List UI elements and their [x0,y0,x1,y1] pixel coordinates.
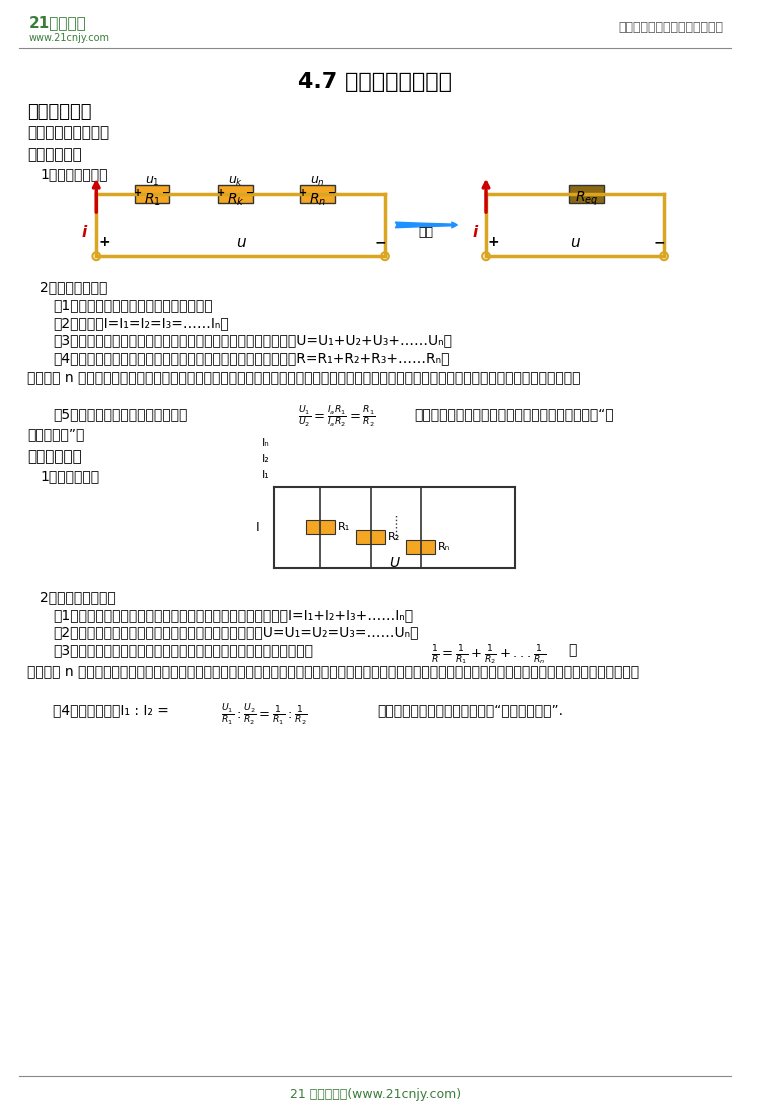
Text: $R_k$: $R_k$ [227,191,245,207]
Text: 联分压正比”。: 联分压正比”。 [27,427,84,441]
Text: $u_n$: $u_n$ [310,174,325,188]
Text: 等效: 等效 [419,226,434,239]
Text: −: − [246,188,254,197]
Text: 2、并联电路的特点: 2、并联电路的特点 [41,590,116,604]
Text: 1、并联电路图: 1、并联电路图 [41,469,100,483]
Text: 一、考点分析: 一、考点分析 [27,104,91,121]
Text: 中小学教育资源及组卷应用平台: 中小学教育资源及组卷应用平台 [619,21,724,34]
Text: （4）电阱：串联电路中总电阱等于各部分电路电阱之和。公式：R=R₁+R₂+R₃+……Rₙ。: （4）电阱：串联电路中总电阱等于各部分电路电阱之和。公式：R=R₁+R₂+R₃+… [53,352,449,365]
Text: 2、串联电路特点: 2、串联电路特点 [41,280,108,295]
Text: $u_1$: $u_1$ [145,174,159,188]
Text: $u_k$: $u_k$ [228,174,243,188]
Text: 二、并联电路: 二、并联电路 [27,449,82,464]
Text: 说明：把 n 段导体串联起来，总电阱比任何一段导体的电阱都大，这相当于增加了导体的长度。串联分压，电阱的阱值越大，它分担的电压就越大。: 说明：把 n 段导体串联起来，总电阱比任何一段导体的电阱都大，这相当于增加了导体… [27,372,580,385]
Text: U: U [389,556,399,570]
Text: （5）比例分配：利用欧姆定律可得: （5）比例分配：利用欧姆定律可得 [53,407,187,421]
Text: $\frac{U_1}{U_2} = \frac{I_a R_1}{I_a R_2} = \frac{R_1}{R_2}$: $\frac{U_1}{U_2} = \frac{I_a R_1}{I_a R_… [298,405,376,430]
Text: 说明：把 n 段导体并联起来，总电阱比任何一段导体的电阱都小，这相当于导体的横截面积增大。并联电路中，某条支路上的电阱越小，则该条支路上的电流越大。: 说明：把 n 段导体并联起来，总电阱比任何一段导体的电阱都小，这相当于导体的横截… [27,665,639,679]
Text: −: − [328,188,336,197]
Text: +: + [488,235,499,249]
Text: i: i [81,225,87,240]
Text: 一、串联电路: 一、串联电路 [27,147,82,162]
Text: （2）电压：并联电路各支路两端的电压都相等。公式：U=U₁=U₂=U₃=……Uₙ。: （2）电压：并联电路各支路两端的电压都相等。公式：U=U₁=U₂=U₃=……Uₙ… [53,625,418,640]
Text: I₁: I₁ [262,470,269,480]
Text: −: − [654,235,665,249]
Text: $R_1$: $R_1$ [144,191,161,207]
FancyBboxPatch shape [356,531,385,544]
Text: www.21cnjy.com: www.21cnjy.com [29,33,110,43]
Text: （1）电流：串联电路中各处电流都相等。: （1）电流：串联电路中各处电流都相等。 [53,298,213,312]
Text: 1、串联电路图：: 1、串联电路图： [41,167,108,181]
Text: +: + [218,188,225,197]
Text: （3）电阱：并联电路总电阱的倒数等于各支路电阱倒数之和。公式：: （3）电阱：并联电路总电阱的倒数等于各支路电阱倒数之和。公式： [53,643,313,657]
Text: 21世纪教育: 21世纪教育 [29,15,87,30]
Text: ，电流的分配与电阱成反比，即“并联分流反比”.: ，电流的分配与电阱成反比，即“并联分流反比”. [378,703,563,717]
Text: +: + [98,235,110,249]
Text: 考点一、串并连电路: 考点一、串并连电路 [27,125,109,140]
Text: $\frac{U_1}{R_1} : \frac{U_2}{R_2} = \frac{1}{R_1} : \frac{1}{R_2}$: $\frac{U_1}{R_1} : \frac{U_2}{R_2} = \fr… [222,703,308,728]
Text: $\frac{1}{R} = \frac{1}{R_1} + \frac{1}{R_2} + ... \frac{1}{R_n}$: $\frac{1}{R} = \frac{1}{R_1} + \frac{1}{… [431,643,546,667]
Text: （1）电流：并联电路中总电流等于各支路中电流之和。公式：I=I₁+I₂+I₃+……Iₙ。: （1）电流：并联电路中总电流等于各支路中电流之和。公式：I=I₁+I₂+I₃+…… [53,608,413,622]
Text: （2）公式：I=I₁=I₂=I₃=……Iₙ。: （2）公式：I=I₁=I₂=I₃=……Iₙ。 [53,315,229,330]
Text: +: + [299,188,307,197]
Text: 。: 。 [568,643,576,657]
FancyBboxPatch shape [218,184,254,203]
Text: −: − [374,235,386,249]
Text: Rₙ: Rₙ [438,543,450,553]
FancyBboxPatch shape [569,184,604,203]
Text: u: u [570,235,580,249]
Text: u: u [236,235,246,249]
FancyBboxPatch shape [135,184,169,203]
Text: Iₙ: Iₙ [262,438,269,448]
Text: i: i [473,225,478,240]
FancyBboxPatch shape [300,184,335,203]
Text: +: + [133,188,142,197]
Text: 4.7 电路的分析与应用: 4.7 电路的分析与应用 [298,72,452,92]
Text: $R_{eq}$: $R_{eq}$ [575,190,598,207]
Text: $R_n$: $R_n$ [309,191,326,207]
FancyBboxPatch shape [406,540,435,554]
Text: 21 世纪教育网(www.21cnjy.com): 21 世纪教育网(www.21cnjy.com) [290,1089,461,1102]
Text: −: − [162,188,171,197]
Text: R₁: R₁ [338,523,350,533]
Text: I₂: I₂ [262,453,269,464]
Text: （3）电压：串联电路中总电压等于各部分电路电压之和。公式：U=U₁+U₂+U₃+……Uₙ。: （3）电压：串联电路中总电压等于各部分电路电压之和。公式：U=U₁+U₂+U₃+… [53,334,452,347]
Text: I: I [256,521,260,534]
Text: R₂: R₂ [388,533,400,543]
FancyBboxPatch shape [306,521,335,534]
Text: （4）比例分配：I₁ : I₂ =: （4）比例分配：I₁ : I₂ = [53,703,168,717]
Text: ，因此，串联电路分电压的多少与电阱成正比。即“串: ，因此，串联电路分电压的多少与电阱成正比。即“串 [414,407,613,421]
